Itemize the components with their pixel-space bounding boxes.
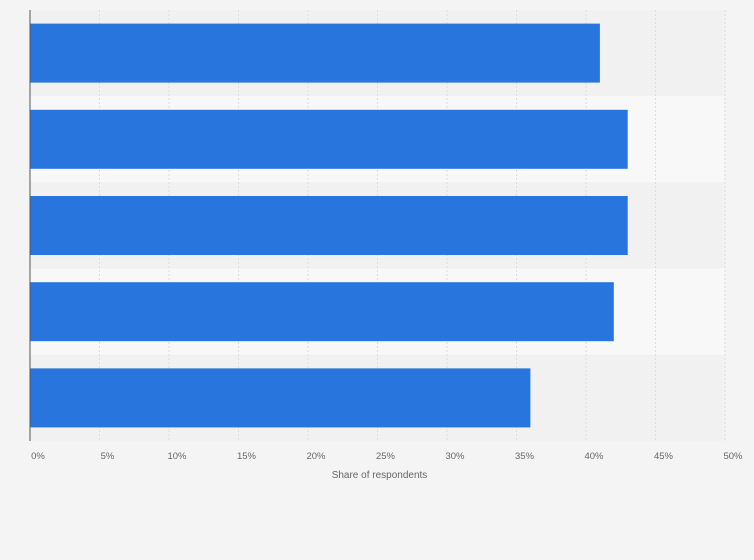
x-tick-label: 30% [445, 451, 465, 462]
x-axis-title: Share of respondents [332, 470, 428, 481]
x-tick-label: 25% [376, 451, 396, 462]
x-axis-ticks: 0% 5% 10% 15% 20% 25% 30% 35% 40% 45% 50% [31, 451, 743, 462]
bar [30, 368, 531, 428]
bars [30, 23, 628, 428]
x-tick-label: 5% [101, 451, 115, 462]
bar [30, 23, 600, 83]
bar [30, 282, 614, 342]
x-tick-label: 35% [515, 451, 535, 462]
x-tick-label: 10% [167, 451, 187, 462]
bar [30, 109, 628, 169]
bar [30, 196, 628, 255]
x-tick-label: 45% [654, 451, 674, 462]
x-tick-label: 15% [237, 451, 257, 462]
x-tick-label: 50% [723, 451, 743, 462]
x-tick-label: 20% [306, 451, 326, 462]
x-tick-label: 0% [31, 451, 45, 462]
x-tick-label: 40% [584, 451, 604, 462]
